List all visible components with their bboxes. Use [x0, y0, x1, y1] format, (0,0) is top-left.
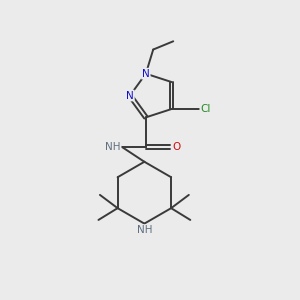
Text: O: O	[172, 142, 181, 152]
Text: Cl: Cl	[200, 104, 211, 114]
Text: N: N	[126, 91, 134, 100]
Text: N: N	[142, 69, 150, 79]
Text: NH: NH	[136, 225, 152, 235]
Text: NH: NH	[105, 142, 121, 152]
